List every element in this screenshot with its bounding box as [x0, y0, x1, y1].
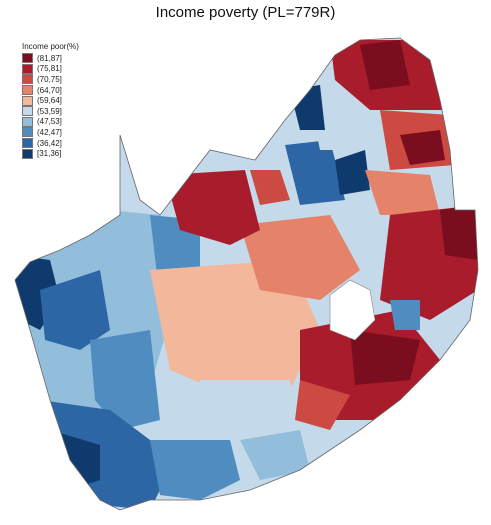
legend-title: Income poor(%) — [22, 42, 79, 51]
legend-label: (53,59] — [37, 106, 62, 116]
legend-rows: (81,87] (75,81] (70,75] (64,70] (59,64] (53,5… — [22, 53, 79, 159]
legend-label: (47,53] — [37, 117, 62, 127]
legend-item: (64,70] — [22, 85, 79, 96]
map-title: Income poverty (PL=779R) — [155, 4, 336, 21]
region-amathole — [295, 380, 350, 430]
legend-label: (64,70] — [37, 85, 62, 95]
legend-swatch — [22, 63, 33, 74]
country-outline — [14, 37, 479, 511]
region-gauteng — [285, 140, 345, 205]
legend-swatch — [22, 106, 33, 117]
legend-swatch — [22, 95, 33, 106]
region-north-west — [165, 170, 260, 245]
legend-swatch — [22, 116, 33, 127]
lesotho-hole — [329, 279, 376, 341]
legend-item: (47,53] — [22, 116, 79, 128]
legend-item: (81,87] — [22, 53, 79, 64]
region-gert-sibande — [365, 170, 440, 215]
region-waterberg — [310, 95, 365, 150]
legend-swatch — [22, 85, 33, 96]
legend-swatch — [22, 74, 33, 85]
region-eden — [150, 440, 240, 500]
legend-item: (36,42] — [22, 138, 79, 149]
region-namakwa — [40, 270, 110, 350]
region-ekurhuleni — [335, 150, 370, 195]
legend-item: (53,59] — [22, 106, 79, 117]
legend-label: [31,36] — [37, 149, 62, 159]
legend-item: [31,36] — [22, 148, 79, 159]
legend-item: (42,47] — [22, 127, 79, 138]
region-ethekwini — [390, 300, 420, 330]
legend-label: (59,64] — [37, 96, 62, 106]
region-western-cape — [40, 400, 170, 510]
legend-item: (59,64] — [22, 95, 79, 106]
legend-swatch — [22, 53, 33, 64]
legend-label: (81,87] — [37, 53, 62, 63]
region-zululand — [440, 205, 478, 260]
region-karoo-east — [200, 380, 300, 440]
legend-item: (75,81] — [22, 63, 79, 75]
legend-label: (36,42] — [37, 138, 62, 148]
legend-label: (42,47] — [37, 127, 62, 137]
region-free-state — [240, 215, 360, 300]
region-karoo-west — [90, 330, 160, 430]
region-ehlanzeni — [400, 130, 445, 165]
region-nelson-mandela-bay — [240, 430, 310, 480]
map-legend: Income poor(%) (81,87] (75,81] (70,75] (64,… — [22, 42, 79, 159]
legend-swatch — [22, 138, 33, 149]
legend-label: (70,75] — [37, 74, 62, 84]
region-vhembe — [360, 40, 410, 90]
region-central-interior — [150, 260, 320, 400]
legend-swatch — [22, 127, 33, 138]
region-bojanala — [250, 170, 290, 205]
region-or-tambo — [350, 330, 420, 385]
legend-label: (75,81] — [37, 64, 62, 74]
legend-item: (70,75] — [22, 74, 79, 85]
legend-swatch — [22, 148, 33, 159]
